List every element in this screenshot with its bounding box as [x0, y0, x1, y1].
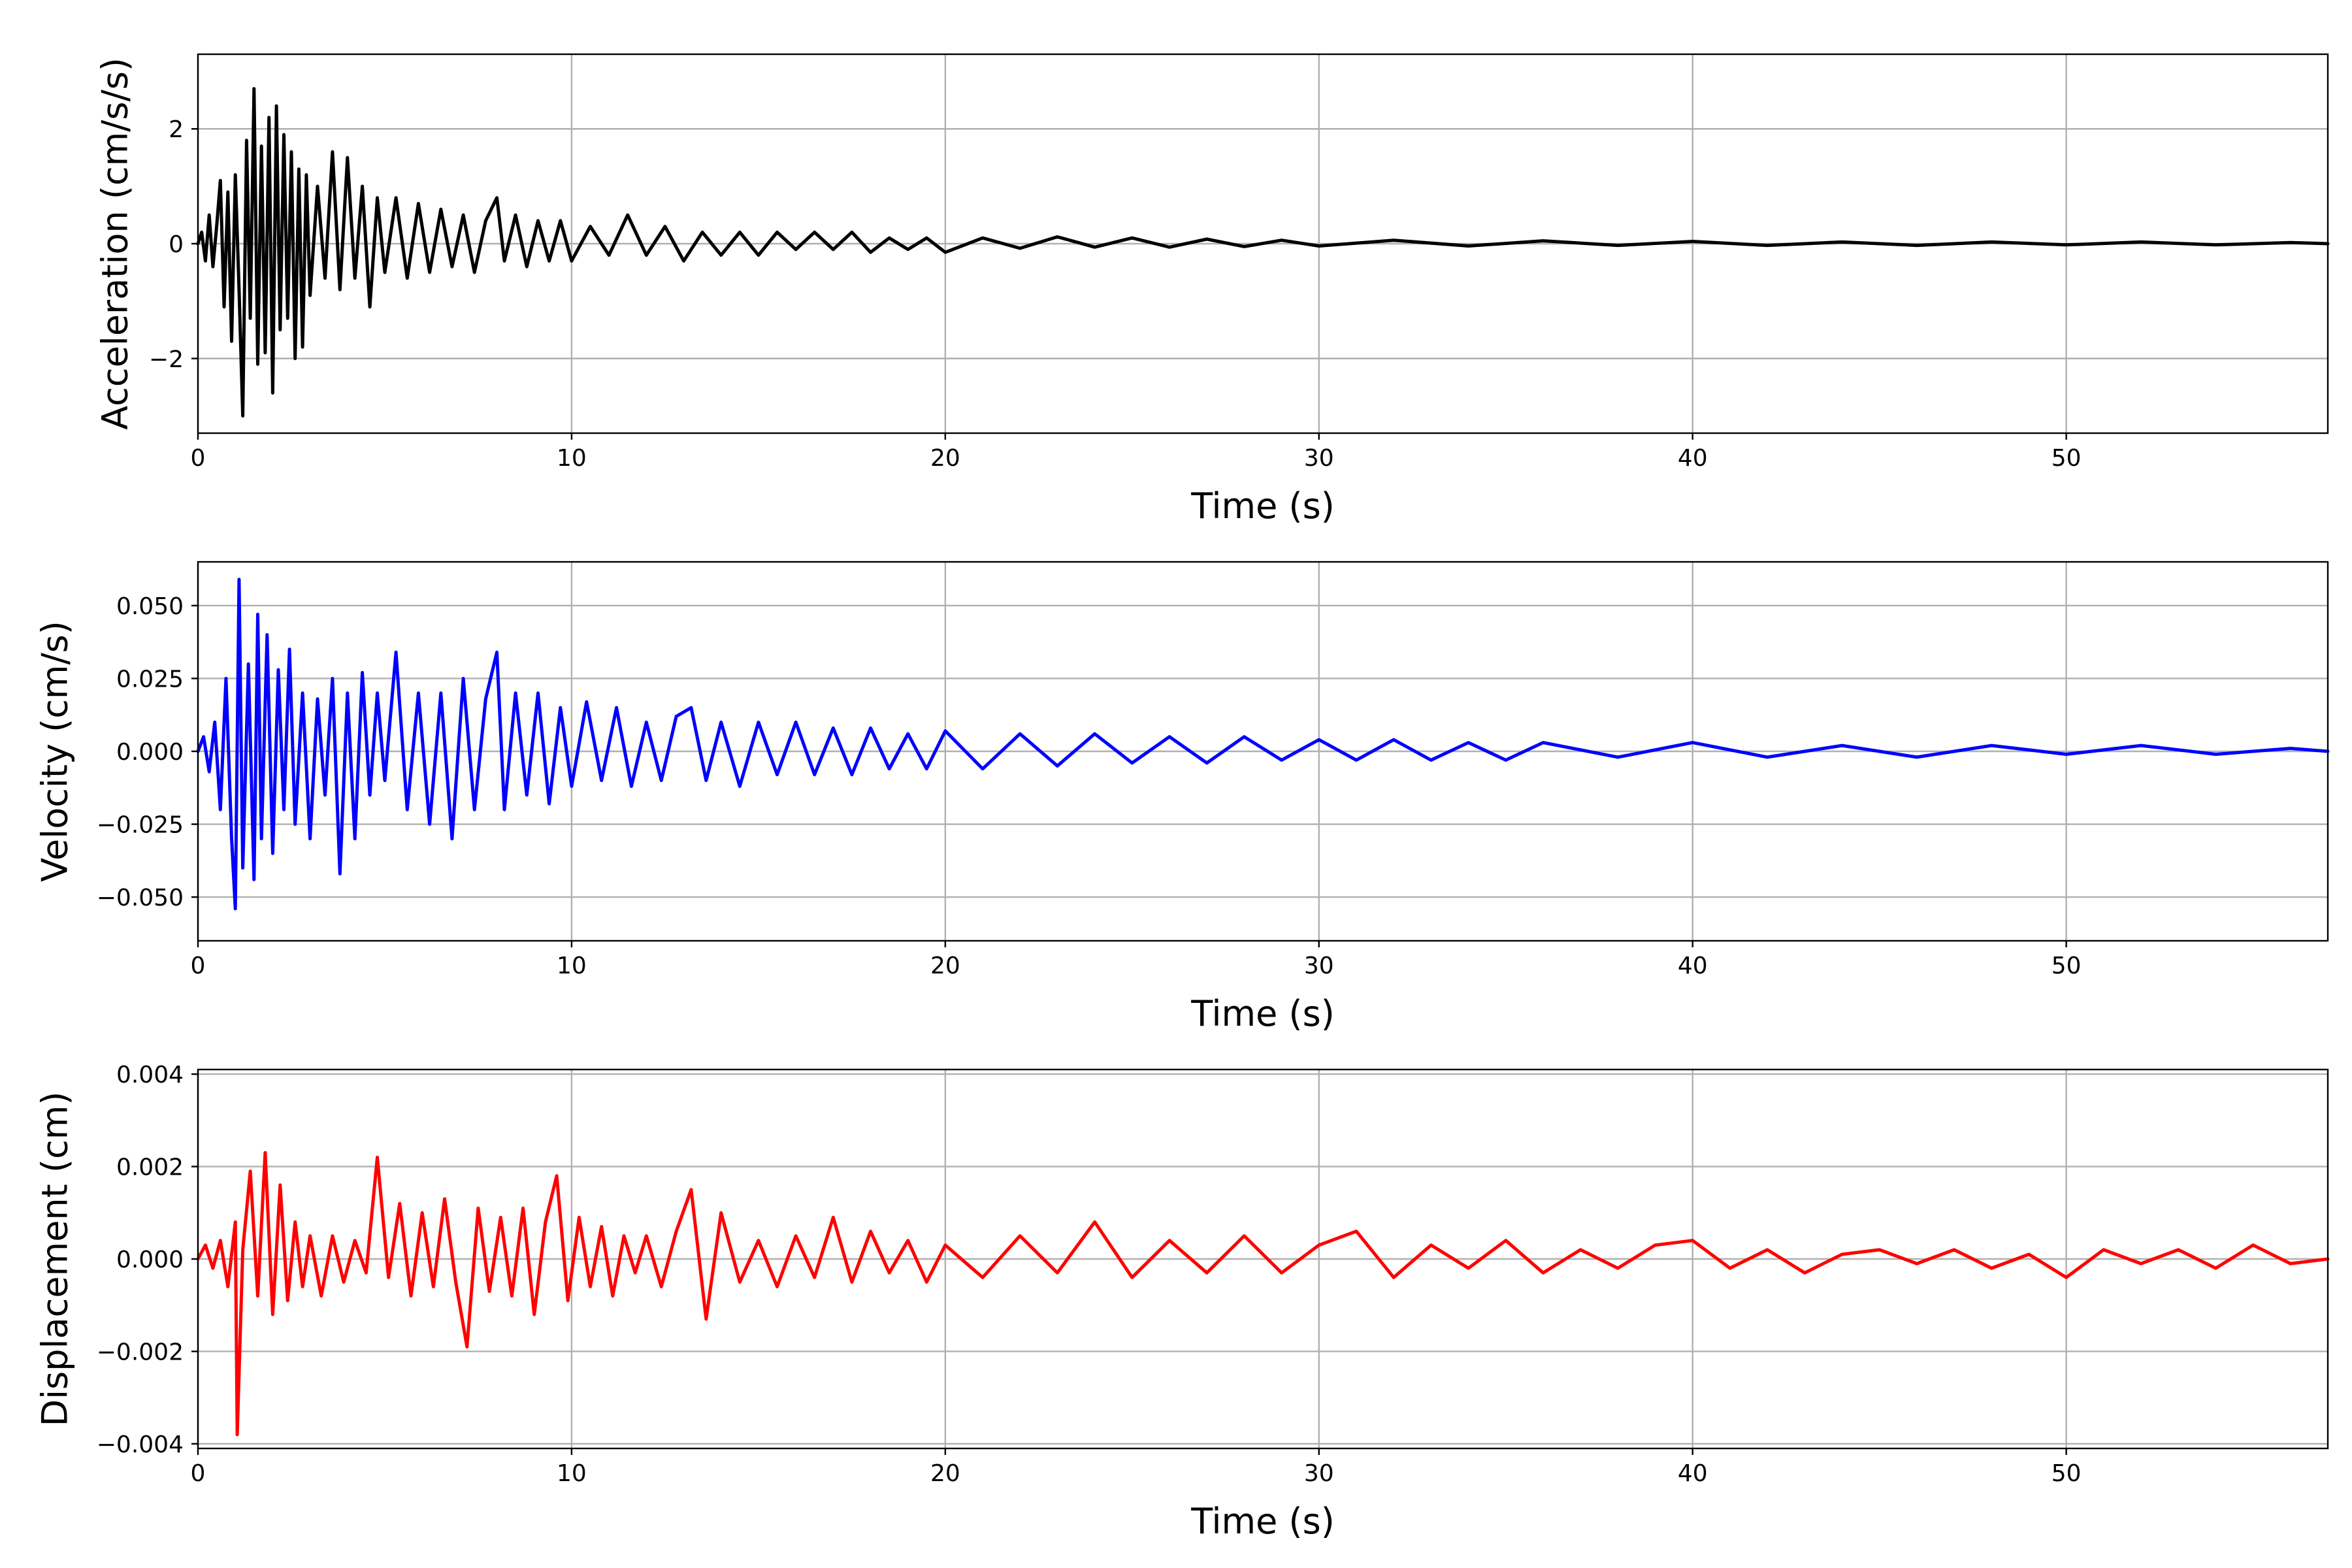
velocity-x-tick-label: 20 [930, 953, 960, 979]
velocity-x-tick-label: 40 [1678, 953, 1708, 979]
acceleration-x-tick-label: 20 [930, 445, 960, 472]
velocity-y-tick-label: 0.000 [116, 739, 184, 766]
displacement-y-tick-label: 0.002 [116, 1154, 184, 1181]
velocity-x-tick-label: 10 [557, 953, 587, 979]
velocity-y-tick-label: −0.050 [97, 885, 184, 911]
displacement-y-tick-label: 0.000 [116, 1247, 184, 1273]
velocity-panel: 0 10 20 30 40 50 −0.050 −0.025 0.000 0.025 0.050 Ti… [35, 561, 2330, 1034]
displacement-y-tick-label: −0.004 [97, 1431, 184, 1458]
acceleration-x-tick-label: 40 [1678, 445, 1708, 472]
acceleration-x-tick-label: 50 [2051, 445, 2082, 472]
displacement-x-axis-label: Time (s) [1190, 1501, 1335, 1542]
displacement-x-tick-label: 10 [557, 1460, 587, 1487]
acceleration-panel: 0 10 20 30 40 50 −2 0 2 Time (s) Acceleration (cm/… [95, 53, 2330, 527]
displacement-x-tick-label: 0 [191, 1460, 206, 1487]
displacement-x-tick-label: 20 [930, 1460, 960, 1487]
displacement-y-axis-label: Displacement (cm) [35, 1092, 76, 1427]
displacement-panel: 0 10 20 30 40 50 −0.004 −0.002 0.000 0.002 0.004 Ti… [35, 1062, 2330, 1542]
velocity-y-tick-label: −0.025 [97, 812, 184, 839]
displacement-series-line [196, 1151, 2330, 1437]
acceleration-y-tick-label: 0 [169, 231, 184, 258]
acceleration-y-tick-label: −2 [149, 346, 184, 373]
acceleration-y-axis-label: Acceleration (cm/s/s) [95, 57, 136, 430]
velocity-y-axis-label: Velocity (cm/s) [35, 621, 76, 882]
acceleration-series-line [196, 87, 2330, 418]
acceleration-x-tick-label: 30 [1304, 445, 1334, 472]
displacement-y-tick-label: 0.004 [116, 1062, 184, 1088]
acceleration-x-tick-label: 10 [557, 445, 587, 472]
displacement-x-tick-label: 50 [2051, 1460, 2082, 1487]
velocity-x-axis-label: Time (s) [1190, 993, 1335, 1034]
velocity-x-tick-label: 0 [191, 953, 206, 979]
displacement-x-tick-label: 40 [1678, 1460, 1708, 1487]
velocity-series-line [196, 578, 2330, 911]
velocity-y-tick-label: 0.050 [116, 593, 184, 620]
velocity-y-tick-label: 0.025 [116, 666, 184, 693]
acceleration-y-tick-label: 2 [169, 116, 184, 143]
acceleration-x-axis-label: Time (s) [1190, 485, 1335, 527]
displacement-x-tick-label: 30 [1304, 1460, 1334, 1487]
acceleration-x-tick-label: 0 [191, 445, 206, 472]
velocity-x-tick-label: 30 [1304, 953, 1334, 979]
displacement-y-tick-label: −0.002 [97, 1339, 184, 1365]
velocity-x-tick-label: 50 [2051, 953, 2082, 979]
